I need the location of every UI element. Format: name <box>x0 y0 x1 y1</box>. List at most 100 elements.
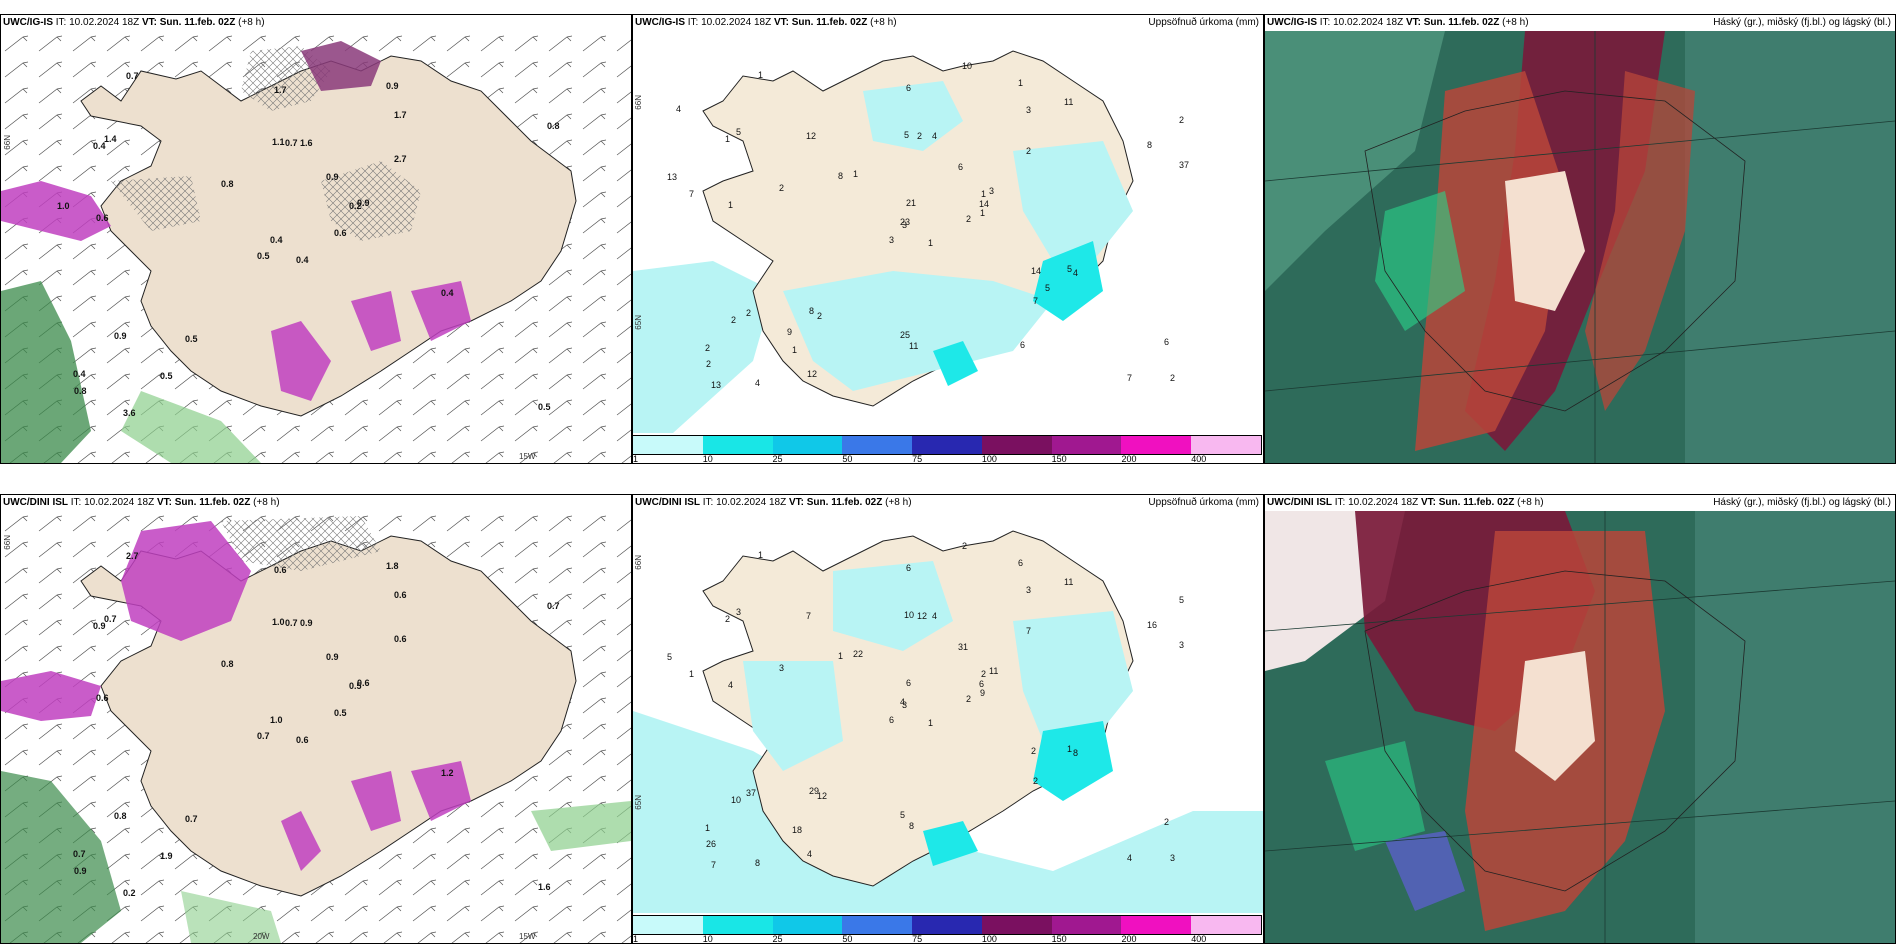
precip-value-label: 2 <box>706 359 711 369</box>
colorbar-swatch <box>772 435 844 455</box>
precip-value-label: 0.9 <box>300 618 313 628</box>
precip-light-south <box>783 271 1053 391</box>
lead-time: (+8 h) <box>885 497 912 508</box>
model-name: UWC/IG-IS <box>1267 17 1317 28</box>
colorbar-tick: 400 <box>1191 454 1207 464</box>
axis-lat-label-2: 65N <box>634 795 643 810</box>
precip-value-label: 1 <box>1018 78 1023 88</box>
precip-value-label: 2 <box>981 669 986 679</box>
map-cloud-dini <box>1265 511 1895 943</box>
precip-value-label: 1 <box>928 238 933 248</box>
precip-value-label: 8 <box>755 858 760 868</box>
precip-value-label: 1.7 <box>394 110 407 120</box>
axis-lat-label: 66N <box>3 535 12 550</box>
hatch-region-north <box>221 516 381 571</box>
precip-value-label: 0.8 <box>221 179 234 189</box>
panel-title: UWC/DINI ISL IT: 10.02.2024 18Z VT: Sun.… <box>1267 497 1544 508</box>
precip-value-label: 0.8 <box>221 659 234 669</box>
precip-value-label: 13 <box>711 380 721 390</box>
valid-label: VT: <box>141 17 157 28</box>
axis-lon-label: 15W <box>519 452 536 461</box>
precip-value-label: 0.5 <box>185 334 198 344</box>
panel-right-title: Uppsöfnuð úrkoma (mm) <box>1148 17 1259 28</box>
precip-green-s <box>181 891 281 943</box>
precip-value-label: 10 <box>962 61 972 71</box>
colorbar-swatch <box>1191 915 1262 935</box>
precip-value-label: 12 <box>817 791 827 801</box>
precip-value-label: 0.8 <box>547 121 560 131</box>
valid-time: Sun. 11.feb. 02Z <box>174 497 251 508</box>
precip-magenta-west <box>1 671 101 721</box>
precip-value-label: 0.5 <box>160 371 173 381</box>
precip-value-label: 8 <box>809 306 814 316</box>
lead-time: (+8 h) <box>238 17 265 28</box>
precip-value-label: 1.0 <box>270 715 283 725</box>
cloud-green-edges <box>1375 191 1465 331</box>
model-name: UWC/IG-IS <box>635 17 685 28</box>
colorbar-tick: 200 <box>1121 934 1137 944</box>
axis-lat-label: 66N <box>3 135 12 150</box>
colorbar-tick: 75 <box>912 454 923 464</box>
init-time: IT: 10.02.2024 18Z <box>1334 497 1419 508</box>
precip-value-label: 3 <box>1026 105 1031 115</box>
precip-value-label: 0.9 <box>326 172 339 182</box>
precip-value-label: 1 <box>758 550 763 560</box>
precip-value-label: 3 <box>1179 640 1184 650</box>
precip-labels: 1132121432121232456212123456714372325211… <box>667 61 1189 390</box>
precip-colorbar: 1 10 25 50 75 100 150 200 400 <box>633 433 1263 463</box>
precip-value-label: 1 <box>728 200 733 210</box>
precip-value-label: 0.8 <box>114 811 127 821</box>
valid-time: Sun. 11.feb. 02Z <box>806 497 883 508</box>
precip-value-label: 0.5 <box>334 708 347 718</box>
precip-value-label: 1.0 <box>272 617 285 627</box>
map-precip-dini: 1231212643213456781031372226181211836123… <box>633 511 1263 913</box>
precip-value-label: 2.7 <box>394 154 407 164</box>
precip-labels: 1231212643213456781031372226181211836123… <box>667 541 1184 870</box>
precip-green-sw <box>1 281 91 463</box>
init-time: IT: 10.02.2024 18Z <box>687 17 772 28</box>
precip-value-label: 1.0 <box>57 201 70 211</box>
map-wind-igis: 0.4 0.4 0.4 0.4 0.2 0.5 0.9 1.6 1.7 0.6 0.7 0.5 0.6 0… <box>1 31 631 463</box>
map-wind-dini: 0.60.91.00.70.50.71.80.90.60.52.71.60.60… <box>1 511 631 943</box>
colorbar-tick: 100 <box>981 934 997 944</box>
precip-value-label: 1 <box>792 345 797 355</box>
precip-value-label: 37 <box>1179 160 1189 170</box>
valid-label: VT: <box>1420 497 1436 508</box>
precip-value-label: 0.6 <box>274 565 287 575</box>
precip-magenta-north <box>301 41 381 91</box>
precip-value-label: 1.2 <box>441 768 454 778</box>
precip-light-north <box>833 561 953 651</box>
precip-value-label: 0.9 <box>326 652 339 662</box>
colorbar-tick: 100 <box>981 454 997 464</box>
colorbar-swatch <box>912 435 983 455</box>
precip-value-label: 0.2 <box>123 888 136 898</box>
init-time: IT: 10.02.2024 18Z <box>1319 17 1404 28</box>
precip-value-label: 12 <box>807 369 817 379</box>
precip-value-label: 5 <box>1067 264 1072 274</box>
precip-value-label: 25 <box>900 330 910 340</box>
precip-cyan-se <box>1033 241 1103 321</box>
precip-value-label: 0.5 <box>538 402 551 412</box>
precip-value-label: 22 <box>853 649 863 659</box>
iceland-outline <box>1364 90 1746 412</box>
precip-value-label: 2 <box>1033 776 1038 786</box>
model-name: UWC/DINI ISL <box>1267 497 1332 508</box>
precip-value-label: 0.5 <box>349 681 362 691</box>
precip-value-label: 11 <box>1064 97 1073 107</box>
precip-value-label: 2 <box>779 183 784 193</box>
precip-value-label: 3 <box>902 220 907 230</box>
precip-value-label: 6 <box>1018 558 1023 568</box>
lead-time: (+8 h) <box>1517 497 1544 508</box>
precip-value-label: 8 <box>1147 140 1152 150</box>
panel-title: UWC/IG-IS IT: 10.02.2024 18Z VT: Sun. 11… <box>1267 17 1529 28</box>
valid-label: VT: <box>788 497 804 508</box>
precip-value-label: 4 <box>676 104 681 114</box>
precip-value-label: 0.7 <box>104 614 117 624</box>
precip-value-label: 0.7 <box>285 138 298 148</box>
precip-value-label: 1.4 <box>104 134 117 144</box>
precip-value-label: 7 <box>1033 296 1038 306</box>
precip-value-label: 2 <box>962 541 967 551</box>
precip-value-label: 0.7 <box>547 601 560 611</box>
precip-value-label: 2 <box>966 214 971 224</box>
precip-value-label: 37 <box>746 788 756 798</box>
